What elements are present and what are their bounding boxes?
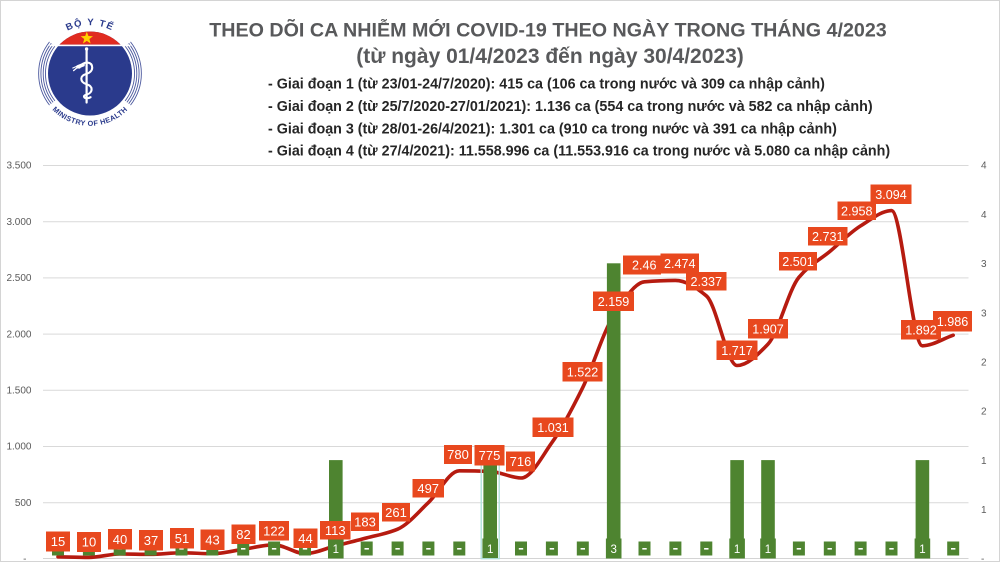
svg-text:37: 37 [144, 533, 158, 548]
svg-text:43: 43 [205, 532, 219, 547]
svg-text:- Giai đoạn 4 (từ 27/4/2021):: - Giai đoạn 4 (từ 27/4/2021): 11.558.996… [268, 144, 890, 160]
svg-text:4: 4 [981, 210, 987, 221]
svg-text:497: 497 [417, 481, 439, 496]
svg-text:780: 780 [447, 447, 469, 462]
svg-text:2.958: 2.958 [841, 204, 873, 218]
svg-text:1: 1 [734, 544, 740, 556]
svg-text:2.500: 2.500 [6, 273, 31, 284]
svg-text:1.907: 1.907 [752, 322, 784, 336]
svg-text:1: 1 [765, 544, 771, 556]
svg-text:1: 1 [981, 505, 987, 516]
svg-text:(từ ngày 01/4/2023 đến ngày 30: (từ ngày 01/4/2023 đến ngày 30/4/2023) [356, 45, 744, 68]
svg-text:82: 82 [236, 527, 250, 542]
svg-text:113: 113 [325, 523, 346, 538]
svg-text:1.500: 1.500 [6, 386, 31, 397]
svg-text:- Giai đoạn 2 (từ 25/7/2020-27: - Giai đoạn 2 (từ 25/7/2020-27/01/2021):… [268, 99, 873, 115]
svg-text:2.000: 2.000 [6, 329, 31, 340]
svg-text:1: 1 [333, 544, 339, 556]
svg-text:2.474: 2.474 [664, 257, 696, 271]
svg-text:2: 2 [981, 358, 987, 369]
svg-text:BỘ Y TẾ: BỘ Y TẾ [64, 17, 116, 34]
svg-text:1.031: 1.031 [537, 421, 569, 435]
svg-text:261: 261 [385, 505, 407, 520]
svg-text:THEO DÕI CA NHIỄM MỚI COVID-19: THEO DÕI CA NHIỄM MỚI COVID-19 THEO NGÀY… [209, 18, 887, 42]
svg-text:3.000: 3.000 [6, 217, 31, 228]
svg-text:44: 44 [298, 531, 312, 546]
svg-text:- Giai đoạn 1 (từ 23/01-24/7/2: - Giai đoạn 1 (từ 23/01-24/7/2020): 415 … [268, 77, 825, 93]
svg-text:1.986: 1.986 [937, 315, 969, 329]
svg-text:3.094: 3.094 [875, 188, 907, 202]
svg-text:15: 15 [51, 534, 65, 549]
svg-text:2.46: 2.46 [632, 259, 657, 273]
svg-text:2.159: 2.159 [598, 295, 630, 309]
svg-text:4: 4 [981, 161, 987, 172]
svg-text:1: 1 [487, 544, 493, 556]
svg-text:51: 51 [175, 531, 189, 546]
svg-text:122: 122 [263, 523, 285, 538]
svg-text:3: 3 [981, 259, 987, 270]
svg-text:716: 716 [510, 454, 532, 469]
svg-text:1: 1 [981, 456, 987, 467]
svg-text:3.500: 3.500 [6, 161, 31, 172]
svg-text:1.717: 1.717 [721, 344, 753, 358]
svg-text:1.892: 1.892 [905, 323, 937, 337]
svg-text:- Giai đoạn 3 (từ 28/01-26/4/2: - Giai đoạn 3 (từ 28/01-26/4/2021): 1.30… [268, 121, 837, 137]
svg-text:3: 3 [981, 308, 987, 319]
svg-text:-: - [981, 554, 984, 562]
svg-text:3: 3 [610, 544, 616, 556]
svg-text:-: - [23, 554, 26, 562]
svg-text:775: 775 [479, 448, 501, 463]
svg-text:2.731: 2.731 [812, 230, 844, 244]
svg-text:2.337: 2.337 [690, 275, 722, 289]
svg-text:40: 40 [113, 532, 127, 547]
svg-text:2.501: 2.501 [782, 255, 814, 269]
svg-text:1.522: 1.522 [567, 365, 599, 379]
svg-text:183: 183 [354, 514, 376, 529]
svg-text:10: 10 [82, 535, 96, 550]
svg-text:1: 1 [919, 544, 925, 556]
svg-text:2: 2 [981, 407, 987, 418]
svg-text:1.000: 1.000 [6, 442, 31, 453]
svg-text:500: 500 [15, 498, 32, 509]
